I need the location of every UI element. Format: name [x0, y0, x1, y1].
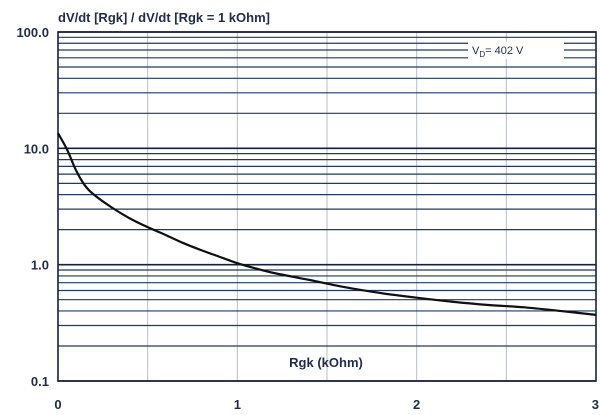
chart-title: dV/dt [Rgk] / dV/dt [Rgk = 1 kOhm] [58, 10, 270, 25]
y-tick-label: 1.0 [31, 258, 49, 273]
plot-frame [57, 31, 597, 382]
y-tick-label: 0.1 [31, 374, 49, 389]
series-line [57, 132, 597, 316]
y-tick-label: 100.0 [16, 25, 49, 40]
annotation-text: VD= 402 V [472, 45, 524, 59]
x-tick-label: 2 [413, 397, 420, 412]
x-tick-label: 3 [592, 397, 599, 412]
y-tick-label: 10.0 [24, 141, 49, 156]
x-tick-label: 1 [234, 397, 241, 412]
grid [57, 31, 597, 382]
annotation-background [468, 42, 564, 60]
tick-labels: 0.1 1.0 10.0 100.0 0 1 2 3 [16, 25, 599, 412]
x-tick-label: 0 [54, 397, 61, 412]
annotation: VD= 402 V [468, 42, 564, 60]
x-axis-label: Rgk (kOhm) [289, 355, 363, 370]
